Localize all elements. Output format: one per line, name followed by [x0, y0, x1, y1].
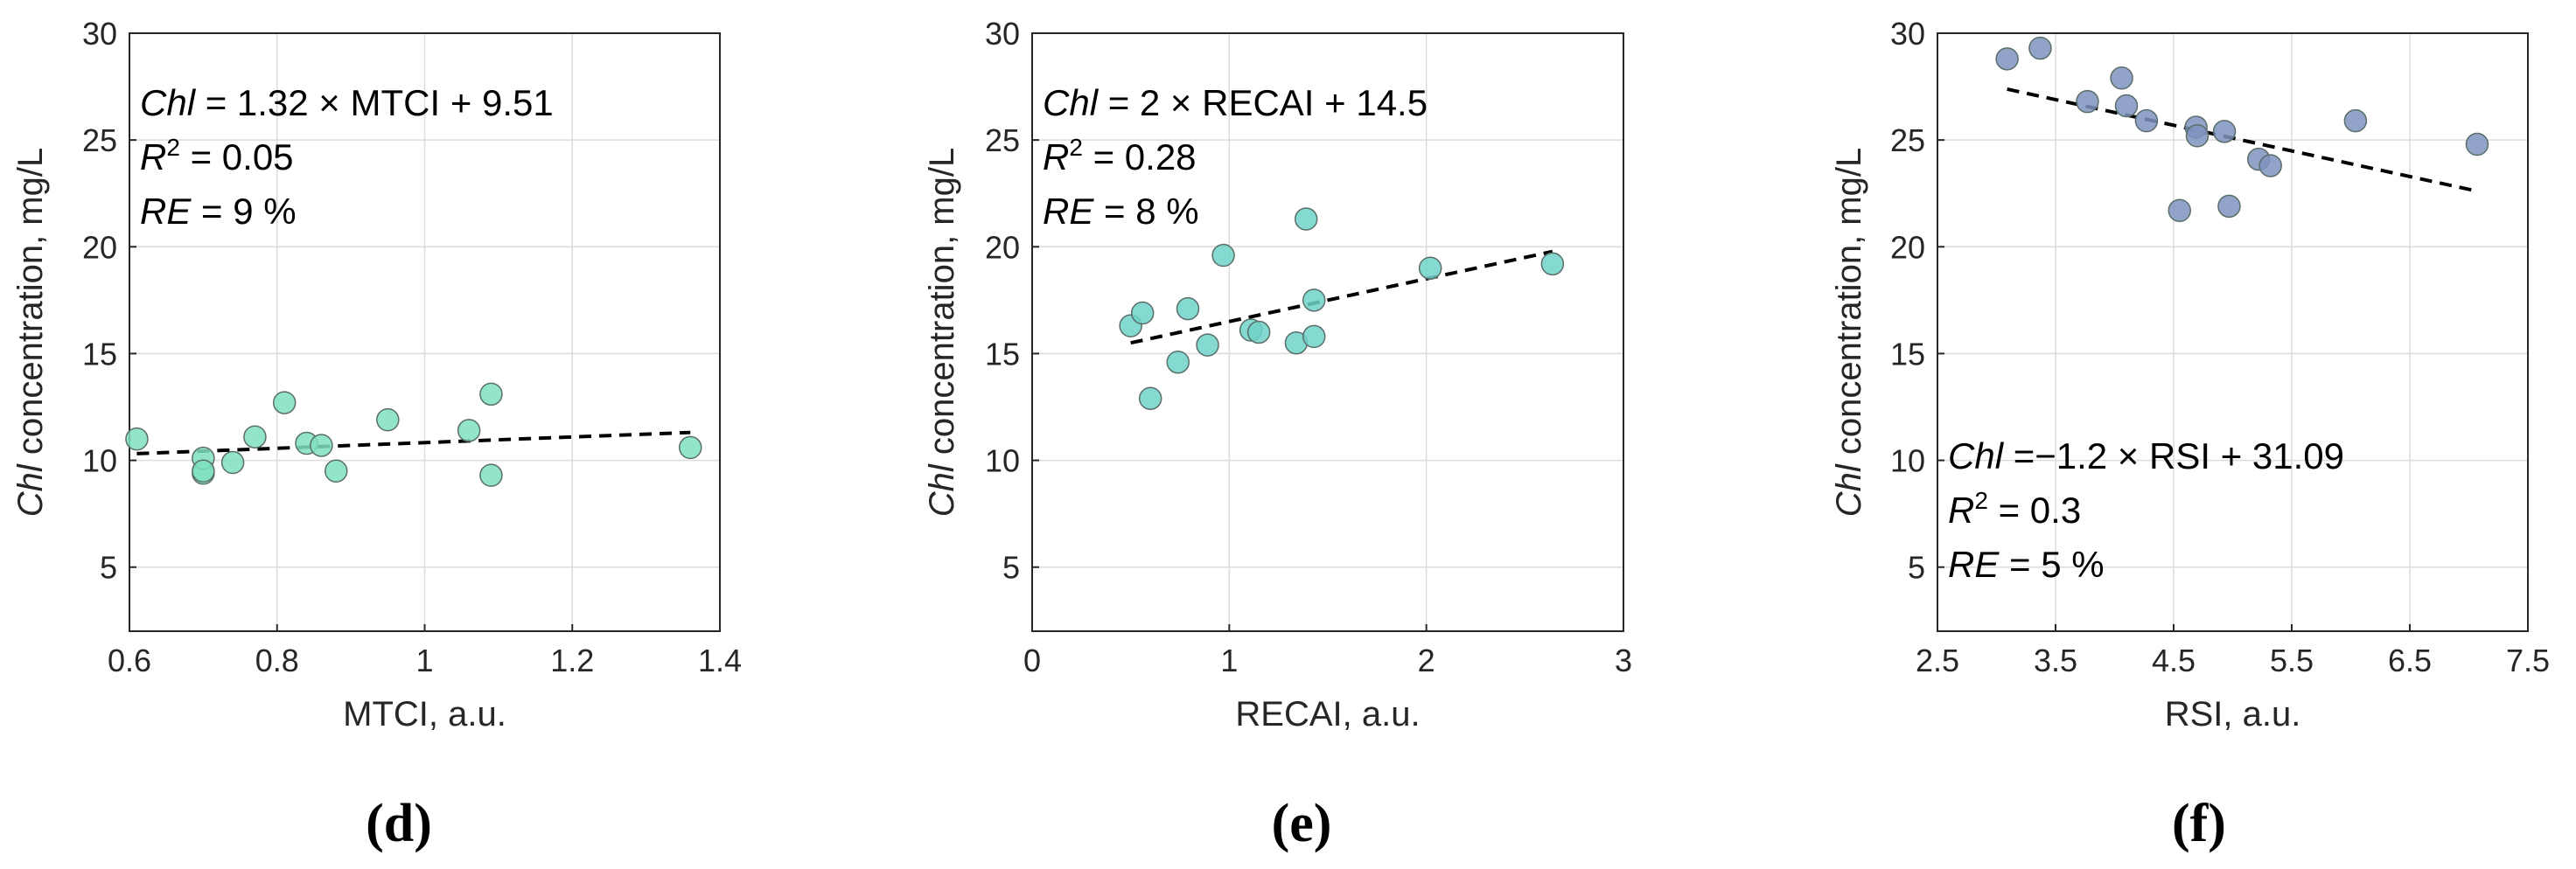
- chart-3-point-6: [2168, 198, 2191, 223]
- chart-3-ytick-label-3: 20: [1890, 229, 1925, 265]
- chart-3-xtick-label-0: 2.5: [1916, 643, 1959, 678]
- chart-1-ytick-label-1: 10: [82, 443, 117, 479]
- chart-2-xtick-label-1: 1: [1220, 643, 1238, 678]
- chart-2-axes-frame: [1031, 32, 1624, 632]
- chart-2-relative-error: RE = 8 %: [1043, 191, 1199, 232]
- chart-3-ytick-label-1: 10: [1890, 443, 1925, 479]
- chart-3-x-axis-label: RSI, a.u.: [2165, 695, 2301, 733]
- chart-2-point-4: [1176, 296, 1200, 321]
- chart-1-xtick-label-0: 0.6: [108, 643, 151, 678]
- chart-2-ytick-label-2: 15: [985, 336, 1020, 372]
- chart-1-r-squared: R2 = 0.05: [140, 134, 294, 177]
- chart-2-point-13: [1418, 256, 1442, 280]
- chart-1-ytick-label-5: 30: [82, 16, 117, 52]
- chart-3-ytick-label-5: 30: [1890, 16, 1925, 52]
- chart-2-y-axis-label: Chl concentration, mg/L: [923, 148, 961, 517]
- chart-1-relative-error: RE = 9 %: [140, 191, 297, 232]
- chart-3-xtick-label-5: 7.5: [2506, 643, 2550, 678]
- chart-2-equation: Chl = 2 × RECAI + 14.5: [1043, 82, 1428, 123]
- chart-1-xtick-label-4: 1.4: [698, 643, 742, 678]
- chart-1-y-axis-label: Chl concentration, mg/L: [11, 148, 50, 517]
- chart-2-point-8: [1246, 320, 1271, 344]
- chart-1-point-8: [310, 434, 333, 457]
- chart-3-point-2: [2076, 89, 2099, 114]
- chart-3-plot-area: [1937, 33, 2528, 631]
- chart-2-ytick-label-5: 30: [985, 16, 1020, 52]
- chart-2-point-6: [1211, 243, 1235, 268]
- chart-3-point-13: [2343, 108, 2368, 133]
- chart-1-ytick-label-0: 5: [100, 550, 117, 586]
- chart-3-relative-error: RE = 5 %: [1948, 544, 2105, 585]
- chart-2-ytick-label-0: 5: [1002, 550, 1020, 586]
- chart-1-point-5: [243, 425, 267, 448]
- chart-1: 0.6 0.8 1 1.2 1.4 5 10 15 20 25 30 Chl = 1.32 × MTC…: [11, 16, 742, 853]
- chart-1-point-0: [125, 427, 149, 451]
- chart-2-point-14: [1540, 252, 1565, 276]
- chart-2-point-1: [1130, 301, 1155, 325]
- chart-1-point-4: [220, 450, 245, 475]
- chart-2-x-axis-label: RECAI, a.u.: [1235, 695, 1420, 733]
- chart-3-xtick-label-1: 3.5: [2034, 643, 2077, 678]
- chart-1-ytick-label-4: 25: [82, 122, 117, 158]
- chart-2-r-squared: R2 = 0.28: [1043, 134, 1197, 177]
- chart-1-point-9: [325, 459, 348, 483]
- chart-2-point-5: [1196, 333, 1219, 357]
- chart-3-xtick-label-2: 4.5: [2152, 643, 2196, 678]
- chart-2-ytick-label-3: 20: [985, 229, 1020, 265]
- chart-3-ytick-label-0: 5: [1908, 550, 1925, 586]
- chart-2-xtick-label-2: 2: [1418, 643, 1435, 678]
- chart-2-fit-line: [1130, 249, 1553, 345]
- chart-2-panel-label: (e): [1272, 794, 1332, 853]
- chart-3-point-4: [2114, 94, 2139, 118]
- chart-3-point-0: [1995, 47, 2019, 71]
- chart-2-xtick-label-3: 3: [1615, 643, 1632, 678]
- chart-2-point-12: [1302, 324, 1326, 349]
- chart-1-xtick-label-1: 0.8: [255, 643, 299, 678]
- chart-2-point-2: [1138, 386, 1162, 410]
- chart-3-axes-frame: [1937, 32, 2529, 632]
- chart-2-xtick-label-0: 0: [1023, 643, 1041, 678]
- chart-1-fit-line: [136, 430, 691, 455]
- chart-1-point-3: [192, 459, 215, 483]
- chart-1-equation: Chl = 1.32 × MTCI + 9.51: [140, 82, 554, 123]
- chart-1-point-6: [272, 391, 297, 414]
- chart-1-xtick-label-3: 1.2: [550, 643, 594, 678]
- chart-3-xtick-label-4: 6.5: [2388, 643, 2432, 678]
- chart-1-point-10: [376, 407, 400, 432]
- chart-3-panel-label: (f): [2172, 794, 2226, 853]
- chart-2-point-11: [1302, 289, 1326, 312]
- chart-2-ytick-label-1: 10: [985, 443, 1020, 479]
- chart-3-point-14: [2465, 132, 2489, 156]
- chart-1-point-11: [457, 419, 481, 442]
- chart-3-r-squared: R2 = 0.3: [1948, 487, 2081, 531]
- chart-3-ytick-label-2: 15: [1890, 336, 1925, 372]
- chart-1-xtick-label-2: 1: [415, 643, 433, 678]
- chart-3-equation: Chl =−1.2 × RSI + 31.09: [1948, 435, 2344, 476]
- chart-3-point-10: [2217, 194, 2241, 219]
- chart-1-point-13: [479, 463, 503, 487]
- chart-1-point-14: [679, 435, 702, 460]
- chart-1-ytick-label-2: 15: [82, 336, 117, 372]
- chart-1-panel-label: (d): [366, 794, 432, 853]
- chart-3-xtick-label-3: 5.5: [2270, 643, 2314, 678]
- chart-3-point-1: [2028, 36, 2052, 60]
- chart-3-point-12: [2258, 154, 2282, 177]
- chart-1-x-axis-label: MTCI, a.u.: [343, 695, 506, 733]
- chart-2-point-3: [1166, 350, 1190, 374]
- chart-3-ytick-label-4: 25: [1890, 122, 1925, 158]
- chart-3-point-9: [2212, 120, 2237, 143]
- chart-1-ytick-label-3: 20: [82, 229, 117, 265]
- chart-3-point-5: [2134, 108, 2159, 133]
- chart-2-point-10: [1294, 207, 1318, 231]
- chart-3-point-8: [2185, 124, 2209, 148]
- chart-1-point-12: [479, 382, 503, 407]
- chart-3: 2.5 3.5 4.5 5.5 6.5 7.5 5 10 15 20 25 30 Chl =−1.2 ×…: [1830, 16, 2550, 853]
- chart-2: 0 1 2 3 5 10 15 20 25 30 Chl = 2 × RECAI + 14.5 R2 …: [923, 16, 1632, 853]
- chart-3-y-axis-label: Chl concentration, mg/L: [1830, 148, 1868, 517]
- chart-3-point-3: [2110, 66, 2133, 90]
- chart-2-ytick-label-4: 25: [985, 122, 1020, 158]
